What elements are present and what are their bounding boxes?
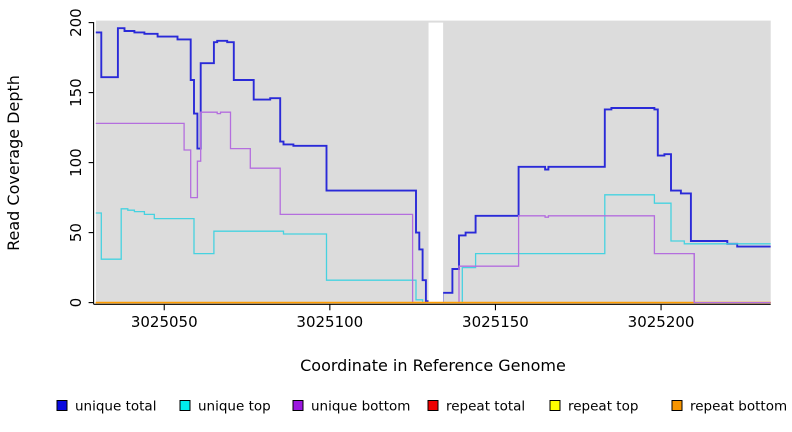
legend-swatch-repeat-top (549, 400, 561, 411)
series-unique-top-line (95, 194, 771, 304)
y-tick-label: 0 (67, 298, 85, 308)
x-tick-label: 3025200 (628, 313, 695, 331)
y-axis-title: Read Coverage Depth (4, 75, 23, 251)
y-tick-label: 50 (67, 223, 85, 242)
legend-swatch-repeat-total (427, 400, 439, 411)
series-unique-total-line (95, 27, 771, 303)
legend-label-unique-total: unique total (75, 399, 156, 415)
legend-swatch-unique-top (179, 400, 191, 411)
x-tick-label: 3025100 (296, 313, 363, 331)
legend-label-repeat-total: repeat total (446, 399, 525, 415)
series-unique-bottom-line (95, 111, 771, 304)
y-tick-label: 200 (67, 8, 85, 37)
y-tick-label: 150 (67, 78, 85, 107)
x-tick-label: 3025150 (462, 313, 529, 331)
legend-label-repeat-bottom: repeat bottom (690, 399, 787, 415)
legend-swatch-unique-bottom (292, 400, 304, 411)
legend-swatch-repeat-bottom (671, 400, 683, 411)
legend-label-repeat-top: repeat top (568, 399, 638, 415)
x-axis-title: Coordinate in Reference Genome (300, 356, 566, 375)
legend-label-unique-top: unique top (198, 399, 271, 415)
legend-label-unique-bottom: unique bottom (311, 399, 410, 415)
legend-swatch-unique-total (56, 400, 68, 411)
y-tick-label: 100 (67, 148, 85, 177)
x-tick-label: 3025050 (131, 313, 198, 331)
no-data-gap-band (428, 22, 444, 303)
